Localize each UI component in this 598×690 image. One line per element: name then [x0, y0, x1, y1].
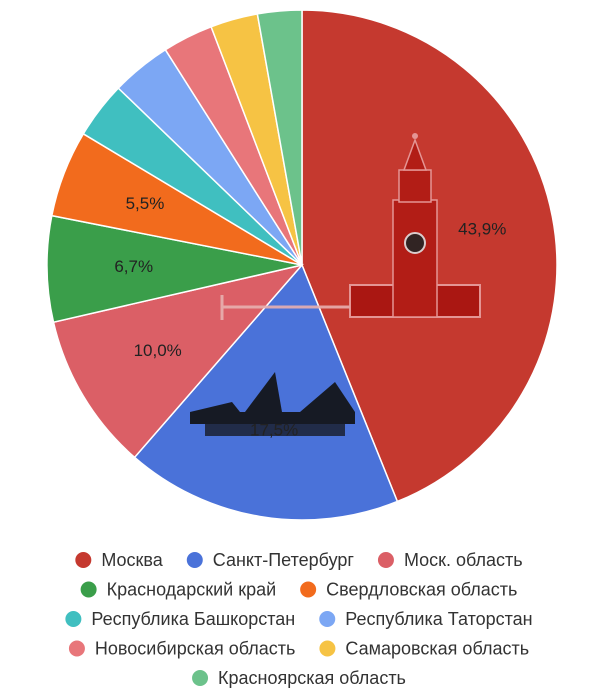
legend-label: Санкт-Петербург	[213, 550, 355, 570]
legend-swatch	[81, 582, 97, 598]
legend: Москва Санкт-Петербург Моск. область Красно…	[65, 550, 532, 688]
legend-label: Самаровская область	[345, 638, 529, 658]
legend-swatch	[75, 552, 91, 568]
legend-item: Свердловская область	[300, 579, 517, 599]
legend-swatch	[192, 670, 208, 686]
legend-label: Республика Таторстан	[345, 609, 532, 629]
legend-item: Красноярская область	[192, 668, 406, 688]
legend-item: Краснодарский край	[81, 579, 277, 599]
legend-item: Новосибирская область	[69, 638, 296, 658]
slice-label: 17,5%	[250, 420, 298, 439]
legend-label: Красноярская область	[218, 668, 406, 688]
slice-label: 5,5%	[126, 194, 165, 213]
slice-label: 10,0%	[134, 341, 182, 360]
slice-label: 6,7%	[114, 257, 153, 276]
slice-label: 43,9%	[458, 220, 506, 239]
legend-item: Москва	[75, 550, 163, 570]
legend-label: Москва	[101, 550, 163, 570]
legend-item: Санкт-Петербург	[187, 550, 355, 570]
legend-label: Свердловская область	[326, 579, 517, 599]
legend-item: Самаровская область	[319, 638, 529, 658]
legend-swatch	[319, 641, 335, 657]
legend-item: Моск. область	[378, 550, 523, 570]
legend-label: Моск. область	[404, 550, 523, 570]
legend-label: Новосибирская область	[95, 638, 296, 658]
legend-swatch	[300, 582, 316, 598]
legend-swatch	[65, 611, 81, 627]
legend-item: Республика Башкорстан	[65, 609, 295, 629]
legend-item: Республика Таторстан	[319, 609, 532, 629]
legend-swatch	[378, 552, 394, 568]
legend-label: Республика Башкорстан	[91, 609, 295, 629]
legend-swatch	[69, 641, 85, 657]
chart: 43,9% 17,5% 10,0% 6,7% 5,5% Москва Санкт-Пете…	[0, 0, 598, 690]
legend-swatch	[319, 611, 335, 627]
legend-label: Краснодарский край	[107, 579, 277, 599]
legend-swatch	[187, 552, 203, 568]
